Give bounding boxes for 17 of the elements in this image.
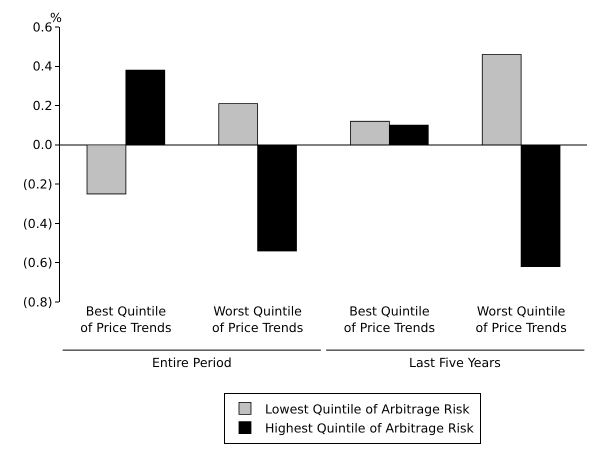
y-axis-title: % xyxy=(50,10,62,25)
y-tick-label: (0.6) xyxy=(22,255,52,270)
y-tick-label: 0.6 xyxy=(32,19,53,34)
y-tick-label: 0.0 xyxy=(32,137,53,152)
x-tick-label: Best Quintile of Price Trends xyxy=(344,304,435,335)
y-tick-label: (0.2) xyxy=(22,176,52,192)
y-tick-label: 0.4 xyxy=(32,58,53,74)
legend-label: Highest Quintile of Arbitrage Risk xyxy=(264,420,475,436)
x-tick-label: Worst Quintile of Price Trends xyxy=(212,304,304,335)
x-tick-label: Best Quintile of Price Trends xyxy=(80,304,172,335)
text: Entire Period xyxy=(152,355,232,370)
text: Last Five Years xyxy=(409,355,501,370)
y-tick-label: 0.2 xyxy=(32,98,52,113)
y-tick-label: (0.4) xyxy=(22,216,52,231)
x-tick-label: Worst Quintile of Price Trends xyxy=(476,304,567,335)
y-tick-label: (0.8) xyxy=(22,294,52,310)
legend-label: Lowest Quintile of Arbitrage Risk xyxy=(264,401,470,416)
